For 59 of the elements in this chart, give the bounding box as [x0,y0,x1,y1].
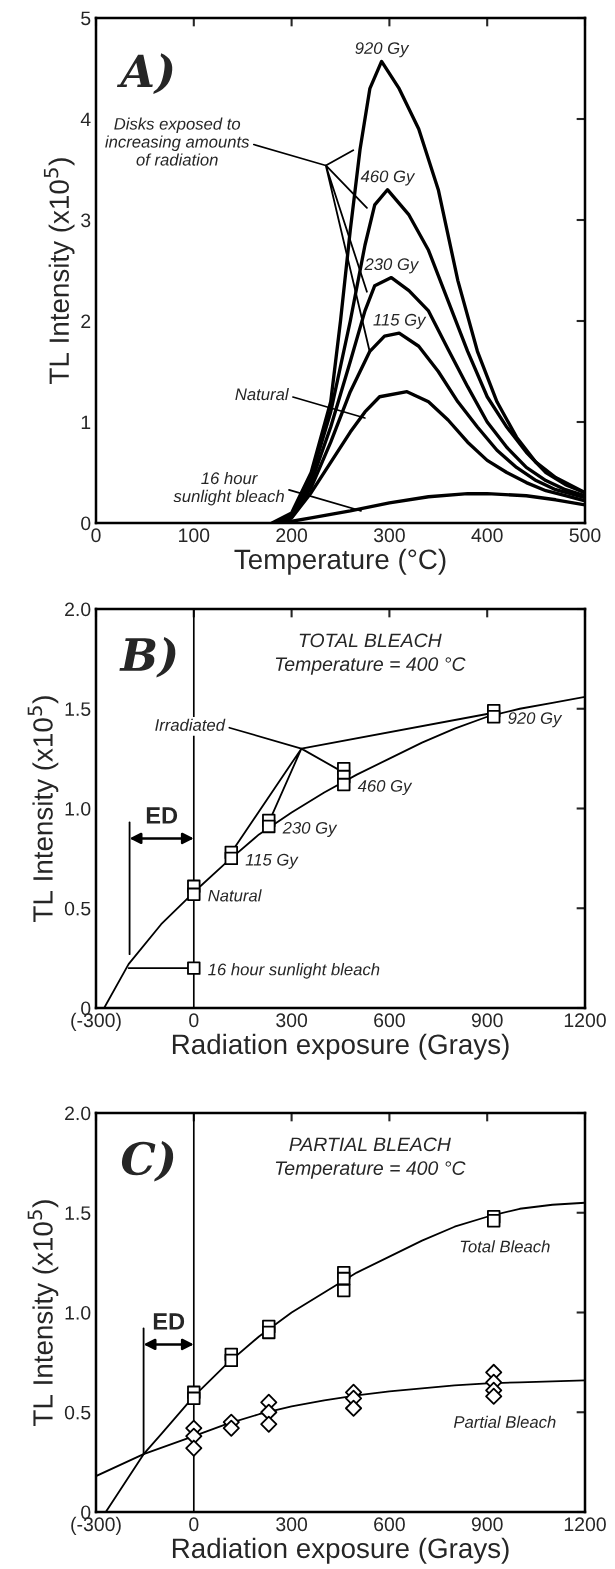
x-tick-label: 500 [569,528,601,543]
series-label: Partial Bleach [453,1415,556,1428]
annotation: Natural [235,387,289,401]
annotation: ED [153,1313,185,1330]
x-tick-label: 1200 [564,1517,606,1532]
text: PARTIAL BLEACH Temperature = 400 °C [275,1137,466,1179]
y-axis-title: TL Intensity (x10$^{5}$) [27,696,59,922]
y-axis-title: TL Intensity (x10$^{5}$) [43,158,75,384]
y-tick-label: 1.5 [65,702,91,716]
series-label: Total Bleach [460,1240,550,1253]
x-tick-label: 300 [276,1517,308,1532]
x-tick-label: 600 [374,1013,405,1028]
x-tick-label: 900 [471,1013,503,1028]
x-tick-label: 300 [373,528,405,543]
annotation: Irradiated [155,718,226,731]
annotation: 230 Gy [282,821,338,837]
x-tick-label: 0 [91,528,101,543]
x-tick-label: 600 [374,1517,405,1532]
x-tick-label: 400 [471,528,503,543]
x-tick-label: 300 [276,1013,308,1028]
annotation: 230 Gy [364,258,420,274]
annotation: 115 Gy [373,313,427,329]
annotation: ED [146,807,178,824]
x-axis-title: Radiation exposure (Grays) [172,1033,509,1060]
x-tick-label: 1200 [564,1013,606,1028]
y-tick-label: 1.0 [65,1305,91,1320]
text: B) [119,636,176,678]
y-tick-label: 5 [81,11,91,26]
y-tick-label: 1 [81,415,91,430]
annotation: 16 hour sunlight bleach [173,471,284,506]
y-tick-label: 2 [81,314,91,329]
y-tick-label: 3 [81,213,91,228]
annotation: Disks exposed to increasing amounts of radiation [105,117,250,166]
x-tick-label: 200 [276,528,308,543]
x-axis-title: Temperature (°C) [234,548,446,575]
y-tick-label: 0.5 [64,901,91,916]
x-tick-label: 900 [471,1517,503,1532]
y-tick-label: 2.0 [65,602,91,617]
y-tick-label: 0 [81,516,91,531]
annotation: 920 Gy [355,42,410,58]
x-tick-label: 0 [189,1013,199,1028]
y-tick-label: 4 [80,112,91,127]
annotation: 16 hour sunlight bleach [208,963,380,979]
annotation: 115 Gy [245,853,299,869]
y-tick-label: 0.5 [64,1405,91,1420]
y-tick-label: 1.5 [65,1206,91,1220]
annotation: 920 Gy [508,712,563,728]
text: TOTAL BLEACH Temperature = 400 °C [275,633,466,675]
text: C) [121,1140,174,1182]
x-tick-label: 100 [179,528,210,543]
y-tick-label: 1.0 [65,801,91,816]
y-axis-title: TL Intensity (x10$^{5}$) [27,1200,59,1426]
text: A) [116,53,173,95]
annotation: 460 Gy [360,170,416,186]
x-tick-label: 0 [189,1517,199,1532]
annotation: Natural [208,889,262,902]
annotation: 460 Gy [357,780,413,796]
x-axis-title: Radiation exposure (Grays) [172,1537,509,1564]
y-tick-label: 2.0 [65,1106,91,1121]
